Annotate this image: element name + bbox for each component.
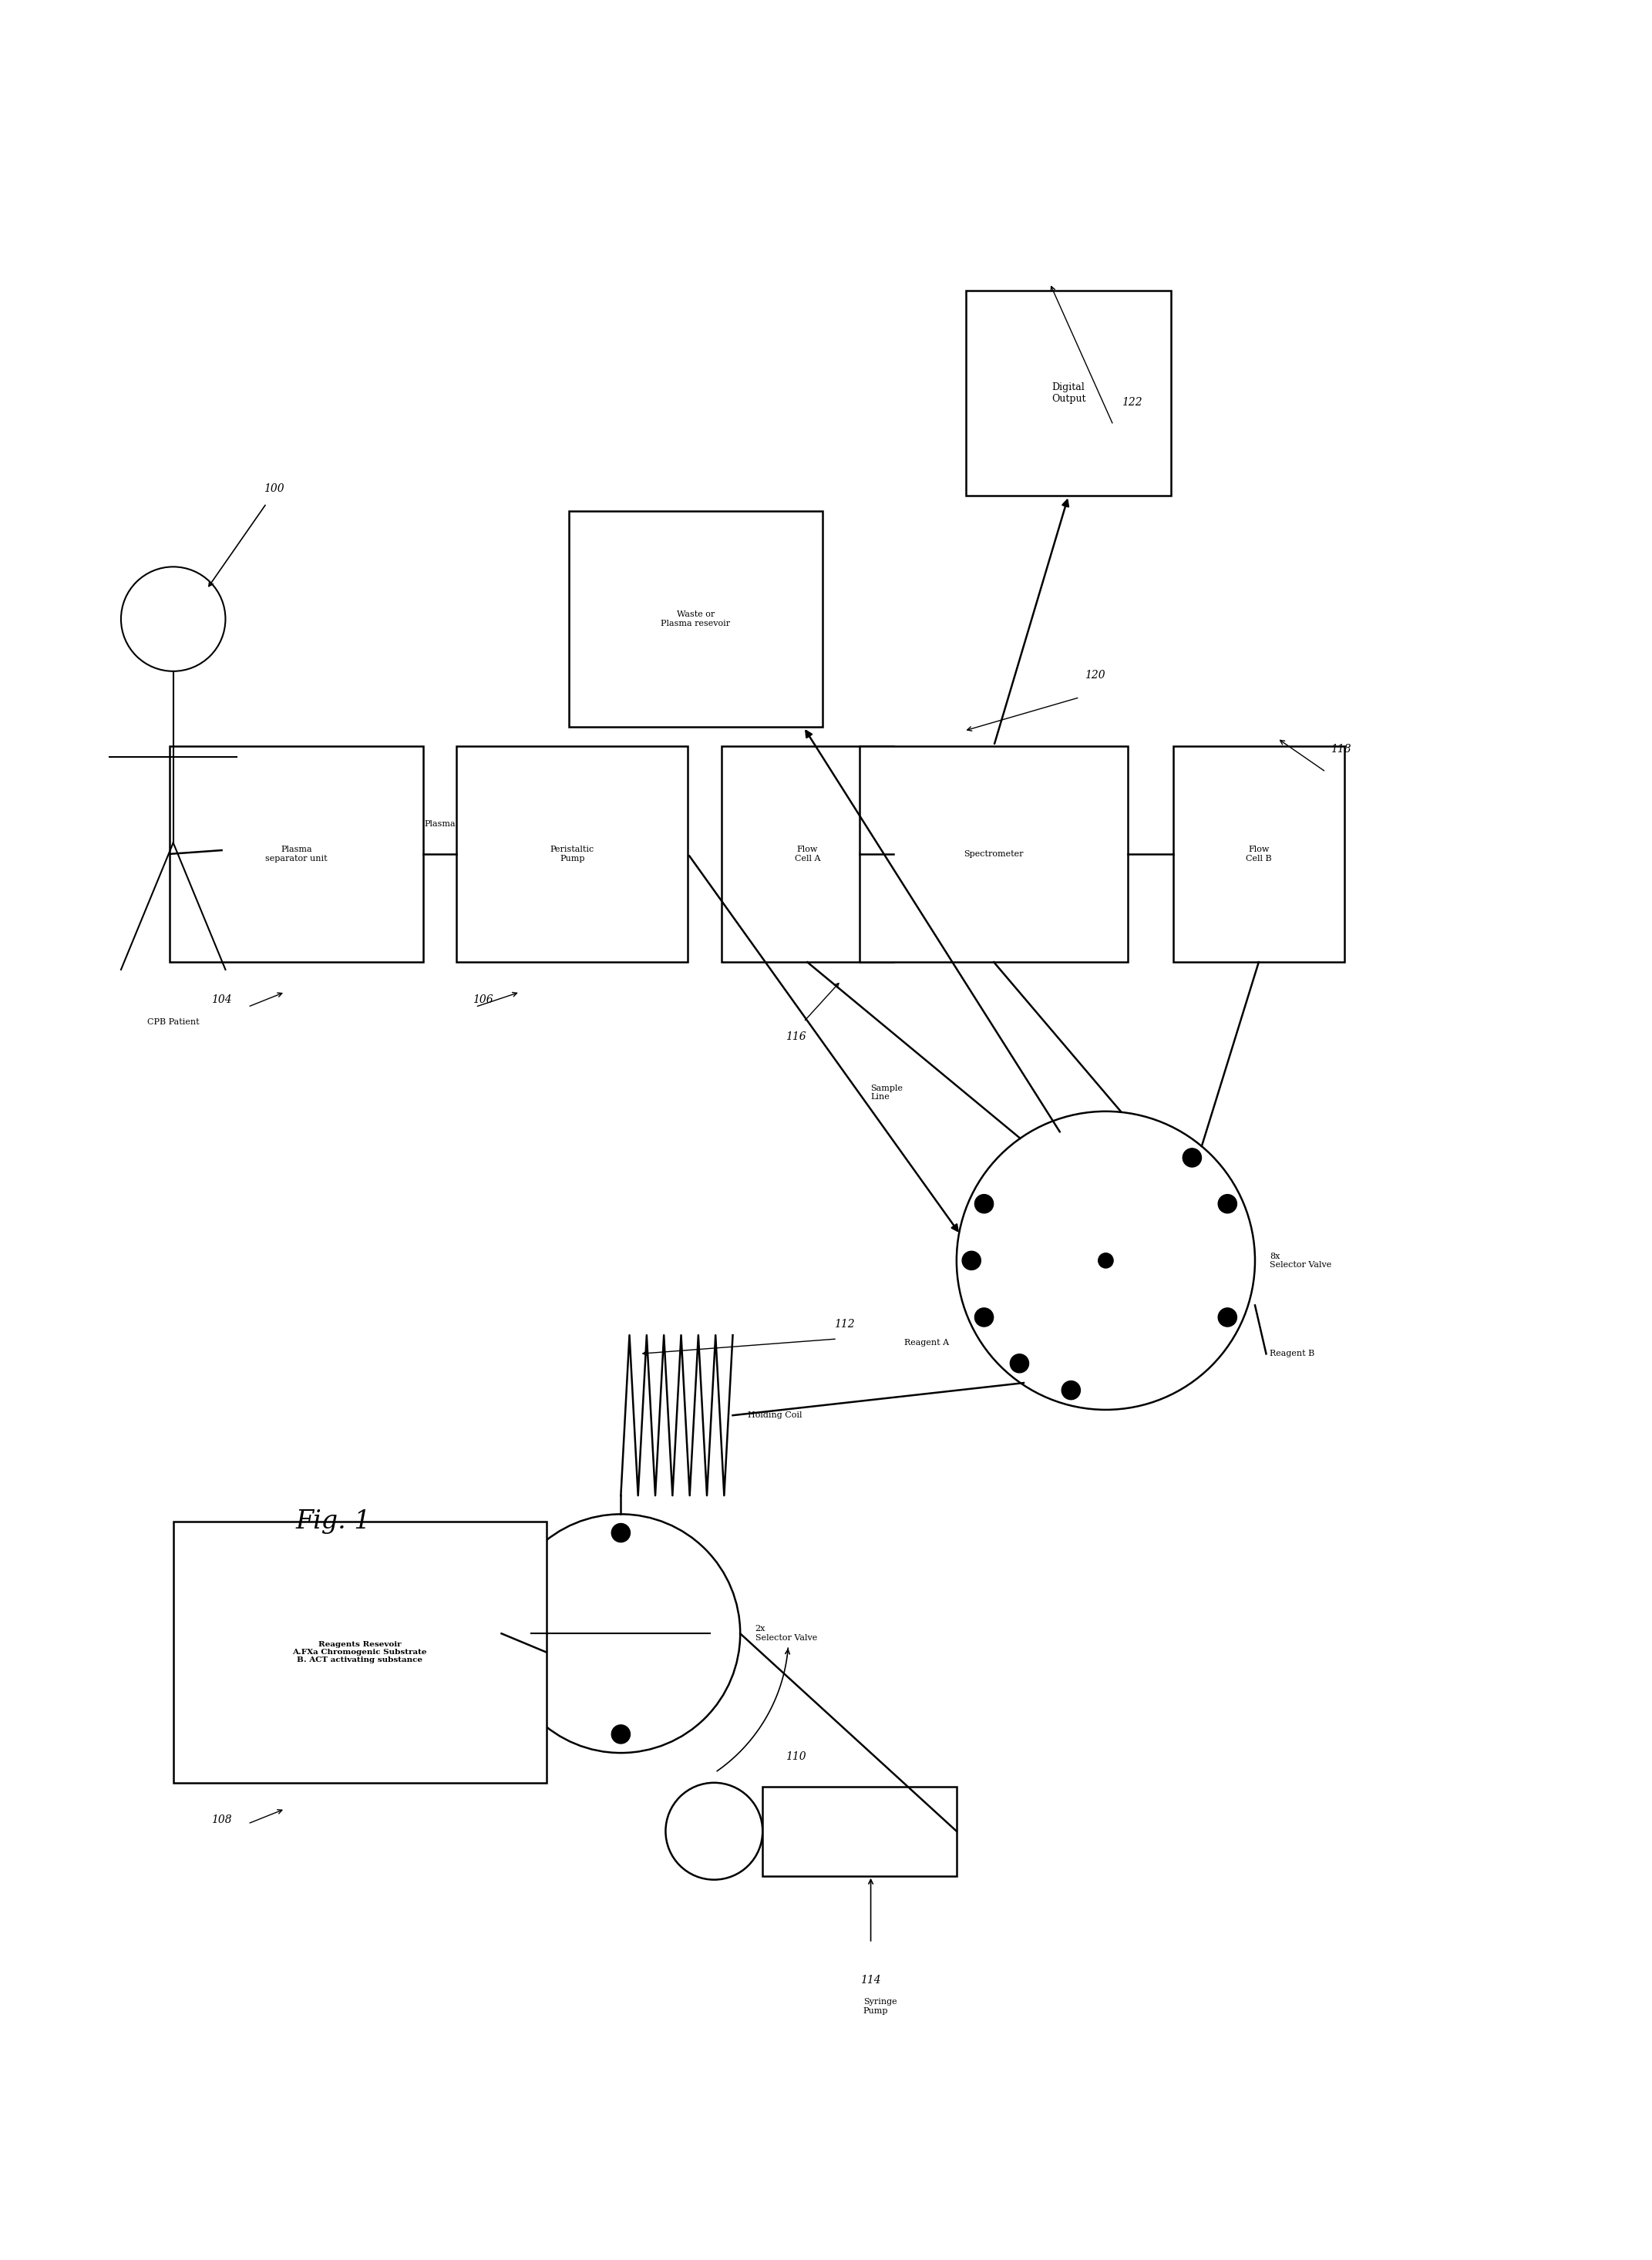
- Circle shape: [510, 1625, 529, 1643]
- Text: 8x
Selector Valve: 8x Selector Valve: [1270, 1252, 1332, 1268]
- Text: 118: 118: [1330, 744, 1351, 755]
- Text: Peristaltic
Pump: Peristaltic Pump: [550, 845, 595, 863]
- Text: CPB Patient: CPB Patient: [147, 1017, 200, 1026]
- Text: Digital
Output: Digital Output: [1051, 382, 1085, 405]
- Circle shape: [1218, 1196, 1237, 1214]
- Text: 122: 122: [1122, 398, 1142, 409]
- Text: Syringe
Pump: Syringe Pump: [864, 1998, 897, 2016]
- Text: 2x
Selector Valve: 2x Selector Valve: [755, 1625, 818, 1641]
- Text: 116: 116: [786, 1031, 806, 1042]
- Bar: [170, 746, 423, 963]
- Circle shape: [1062, 1381, 1080, 1399]
- Text: Reagents Resevoir
A.FXa Chromogenic Substrate
B. ACT activating substance: Reagents Resevoir A.FXa Chromogenic Subs…: [292, 1641, 426, 1663]
- Circle shape: [611, 1724, 629, 1742]
- Text: 120: 120: [1084, 669, 1105, 680]
- Circle shape: [975, 1309, 993, 1327]
- Circle shape: [611, 1523, 629, 1541]
- Circle shape: [1099, 1252, 1113, 1268]
- Text: 114: 114: [861, 1975, 881, 1987]
- Bar: [456, 746, 687, 963]
- Circle shape: [1009, 1354, 1029, 1372]
- Text: Flow
Cell A: Flow Cell A: [795, 845, 821, 863]
- Text: 106: 106: [472, 994, 492, 1006]
- Bar: [568, 511, 823, 728]
- Text: 112: 112: [834, 1318, 856, 1329]
- Circle shape: [1218, 1309, 1237, 1327]
- Text: Sample
Line: Sample Line: [871, 1085, 904, 1101]
- Text: Fig. 1: Fig. 1: [296, 1510, 372, 1535]
- Bar: [1173, 746, 1345, 963]
- Text: Plasma
separator unit: Plasma separator unit: [266, 845, 327, 863]
- Circle shape: [1183, 1148, 1201, 1166]
- Bar: [722, 746, 894, 963]
- Text: 100: 100: [264, 484, 284, 495]
- Bar: [173, 1521, 547, 1783]
- Circle shape: [975, 1196, 993, 1214]
- Text: Holding Coil: Holding Coil: [748, 1412, 801, 1419]
- Text: Reagent A: Reagent A: [904, 1338, 950, 1347]
- Text: 108: 108: [211, 1815, 231, 1826]
- Text: 110: 110: [786, 1752, 806, 1763]
- Text: Plasma: Plasma: [425, 820, 456, 827]
- Text: Flow
Cell B: Flow Cell B: [1246, 845, 1272, 863]
- Bar: [966, 292, 1171, 495]
- Text: Reagent B: Reagent B: [1270, 1349, 1315, 1358]
- Bar: [859, 746, 1128, 963]
- Text: 104: 104: [211, 994, 231, 1006]
- Text: Spectrometer: Spectrometer: [965, 850, 1024, 859]
- Bar: [763, 1785, 957, 1876]
- Text: Waste or
Plasma resevoir: Waste or Plasma resevoir: [661, 610, 730, 628]
- Circle shape: [961, 1252, 981, 1270]
